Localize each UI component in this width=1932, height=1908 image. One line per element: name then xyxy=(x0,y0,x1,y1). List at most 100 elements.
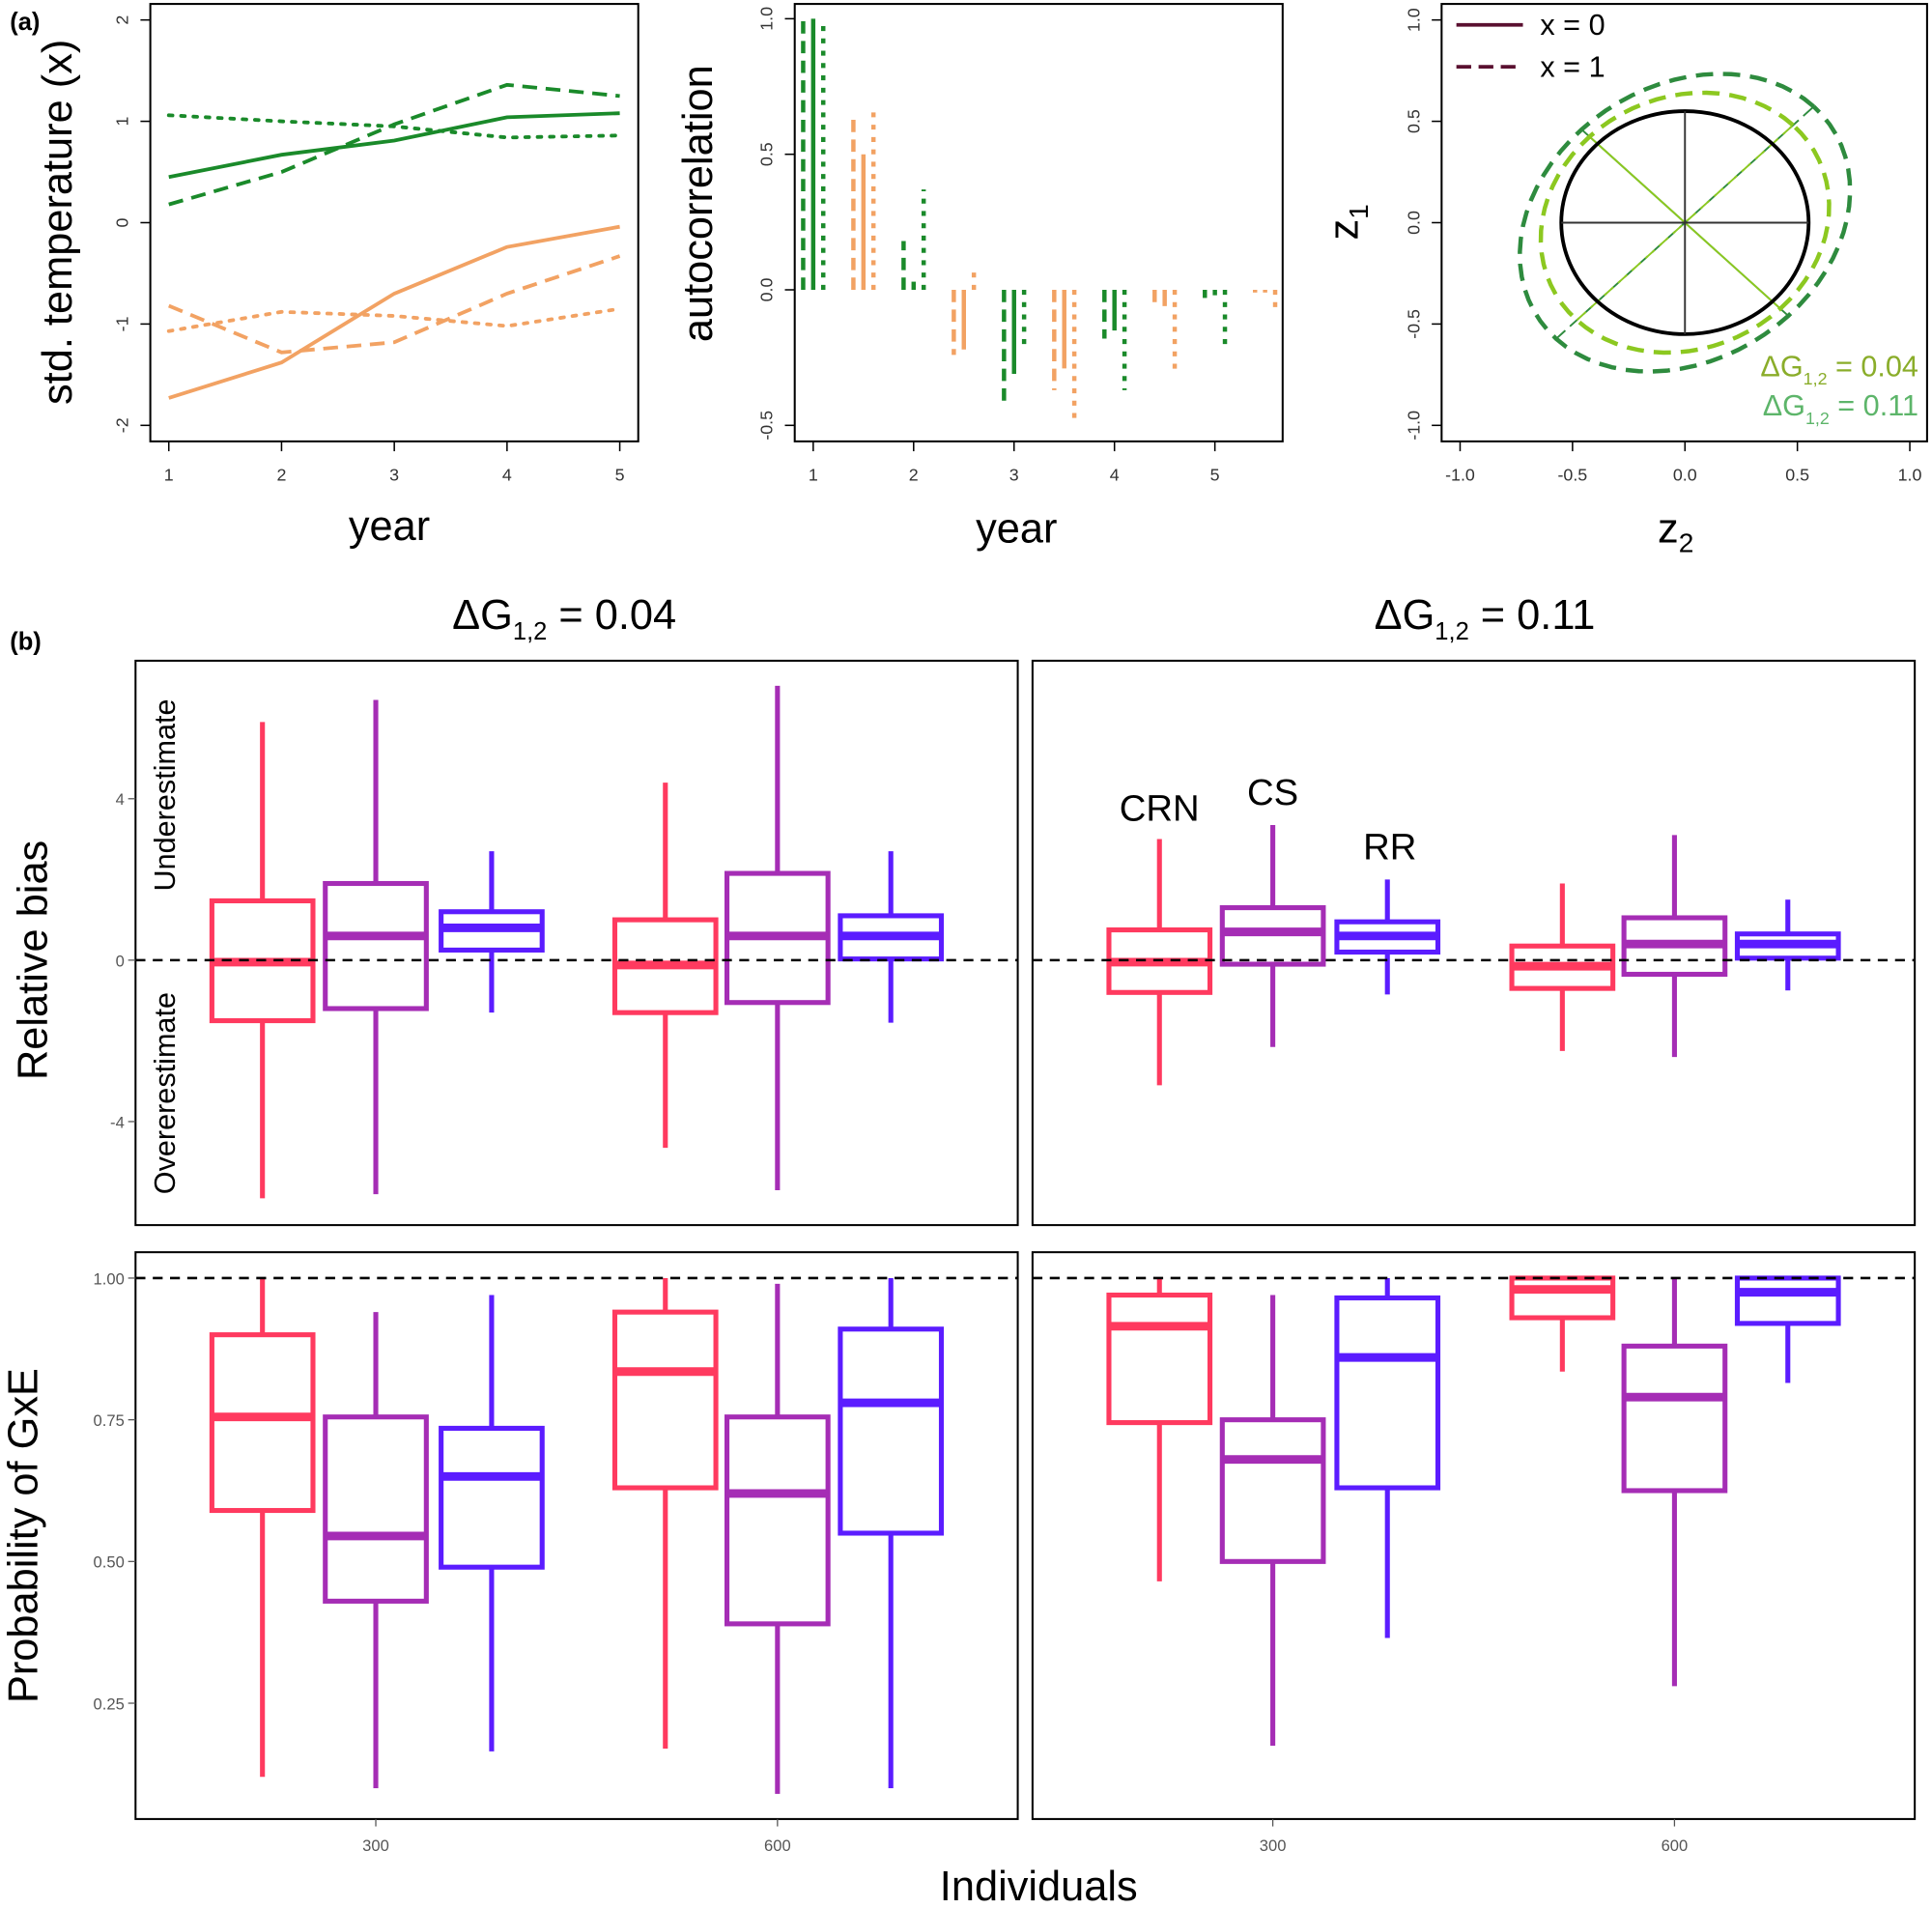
y-tick-label: 1.0 xyxy=(757,7,777,31)
x-tick-label: 1 xyxy=(809,466,818,485)
y-tick-label: 4 xyxy=(116,790,125,809)
iqr-box xyxy=(1334,1295,1441,1491)
y-tick-label: 1.0 xyxy=(1404,8,1423,32)
facet-title-004: ΔG1,2 = 0.04 xyxy=(452,592,676,645)
y-tick-label: -2 xyxy=(113,417,132,433)
y-tick-label: 0.50 xyxy=(94,1553,125,1572)
series-line-cold-dashed xyxy=(168,254,621,355)
x-tick-label: 600 xyxy=(1662,1837,1689,1855)
box-CRN-300 xyxy=(1106,1277,1213,1581)
iqr-box xyxy=(323,880,429,1011)
x-tick-label: 3 xyxy=(1009,466,1019,485)
box-RR-300 xyxy=(1334,879,1441,995)
y-tick-label: -1.0 xyxy=(1404,411,1423,441)
box-CS-600 xyxy=(724,685,831,1190)
prob-frame-left xyxy=(134,1251,1019,1820)
overestimate-label: Overerestimate xyxy=(149,992,182,1194)
y-tick-label: -1 xyxy=(113,316,132,331)
box-CS-600 xyxy=(1621,1277,1728,1687)
box-RR-600 xyxy=(1734,899,1841,991)
panel-b-label: (b) xyxy=(10,628,42,655)
iqr-box xyxy=(611,1309,719,1491)
x-tick-label: 3 xyxy=(389,466,399,485)
x-tick-label: 4 xyxy=(1110,466,1120,485)
plot-frame xyxy=(149,3,639,442)
box-CS-300 xyxy=(1219,1295,1326,1747)
y-tick-label: 0.75 xyxy=(94,1411,125,1430)
underestimate-label: Underestimate xyxy=(149,698,182,891)
y-tick-label: 0.25 xyxy=(94,1694,125,1713)
bias-y-label: Relative bias xyxy=(10,840,56,1080)
method-label-crn: CRN xyxy=(1120,788,1200,830)
iqr-box xyxy=(323,1414,429,1604)
iqr-box xyxy=(209,1332,316,1514)
y-axis-label: std. temperature (x) xyxy=(35,40,81,405)
box-CRN-600 xyxy=(1509,883,1616,1051)
box-CS-600 xyxy=(1621,835,1728,1058)
bias-frame-left xyxy=(134,659,1019,1227)
iqr-box xyxy=(439,1425,545,1570)
y-tick-label: 0.0 xyxy=(757,278,777,302)
x-axis-label: year xyxy=(349,503,430,550)
iqr-box xyxy=(724,1414,831,1627)
box-RR-600 xyxy=(838,1277,945,1789)
x-tick-label: 2 xyxy=(276,466,286,485)
iqr-box xyxy=(1106,1293,1213,1426)
series-line-warm-solid xyxy=(168,111,620,180)
iqr-box xyxy=(838,1326,945,1536)
legend-dG-004: ΔG1,2 = 0.04 xyxy=(1760,350,1918,388)
box-CS-600 xyxy=(724,1283,831,1794)
legend-label-x1: x = 1 xyxy=(1540,50,1605,83)
x-axis-label: year xyxy=(976,505,1057,552)
x-tick-label: 0.0 xyxy=(1673,466,1697,485)
x-tick-label: -1.0 xyxy=(1445,466,1475,485)
box-CS-300 xyxy=(1219,824,1326,1047)
x-tick-label: 1.0 xyxy=(1898,466,1922,485)
y-tick-label: 0 xyxy=(113,217,132,227)
box-RR-300 xyxy=(1334,1277,1441,1638)
y-tick-label: 0 xyxy=(116,952,125,970)
series-line-cold-solid xyxy=(168,224,620,400)
box-CS-300 xyxy=(323,1312,429,1789)
x-axis-label: Individuals xyxy=(940,1864,1138,1908)
g-ellipse xyxy=(1538,90,1832,356)
x-tick-label: 5 xyxy=(1210,466,1220,485)
box-RR-300 xyxy=(439,1295,545,1751)
x-axis-label: z2 xyxy=(1658,505,1693,557)
box-CS-300 xyxy=(323,699,429,1195)
series-line-warm-dashed xyxy=(168,82,620,207)
box-CRN-600 xyxy=(611,783,719,1149)
box-RR-300 xyxy=(439,851,545,1013)
box-CRN-300 xyxy=(209,1277,316,1778)
reaction-norm-ellipse-plot: z1 z2 x = 0 x = 1 ΔG1,2 = 0.04 ΔG1,2 = 0… xyxy=(1321,3,1928,558)
x-tick-label: 1 xyxy=(164,466,174,485)
x-tick-label: 2 xyxy=(909,466,919,485)
boxplot-panel: ΔG1,2 = 0.04 ΔG1,2 = 0.11 Relative bias … xyxy=(0,592,1917,1908)
y-tick-label: -0.5 xyxy=(1404,309,1423,339)
iqr-box xyxy=(1734,1275,1841,1326)
x-tick-label: 5 xyxy=(615,466,625,485)
y-tick-label: 1.00 xyxy=(94,1269,125,1288)
method-label-cs: CS xyxy=(1247,772,1298,813)
x-tick-label: 600 xyxy=(764,1837,791,1855)
y-tick-label: 0.0 xyxy=(1404,211,1423,235)
iqr-box xyxy=(1509,1275,1616,1321)
y-tick-label: 1 xyxy=(113,117,132,127)
facet-title-011: ΔG1,2 = 0.11 xyxy=(1375,592,1596,645)
iqr-box xyxy=(1621,1343,1728,1494)
y-tick-label: -4 xyxy=(110,1113,125,1131)
method-label-rr: RR xyxy=(1363,826,1416,868)
bias-frame-right xyxy=(1031,659,1917,1227)
plot-frame xyxy=(793,3,1284,442)
x-tick-label: 4 xyxy=(502,466,512,485)
prob-frame-right xyxy=(1031,1251,1917,1820)
box-CRN-600 xyxy=(611,1277,719,1749)
y-axis-label: z1 xyxy=(1321,204,1374,240)
legend-dG-011: ΔG1,2 = 0.11 xyxy=(1763,389,1918,428)
series-line-cold-dotted xyxy=(166,306,622,333)
iqr-box xyxy=(1219,1417,1326,1564)
legend-label-x0: x = 0 xyxy=(1540,9,1605,42)
y-axis-label: autocorrelation xyxy=(675,65,722,342)
box-CRN-600 xyxy=(1509,1275,1616,1372)
